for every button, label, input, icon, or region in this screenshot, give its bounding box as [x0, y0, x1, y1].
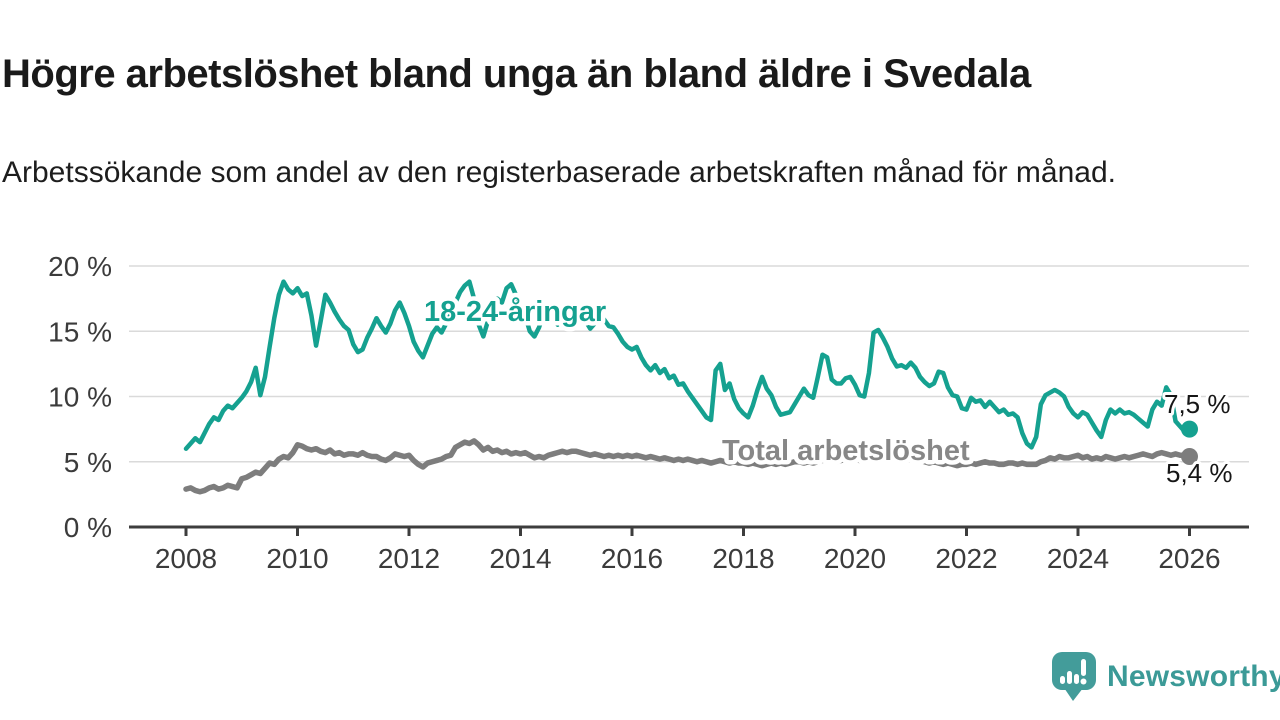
total-end-value-label: 5,4 % — [1166, 458, 1233, 488]
x-tick-label-2022: 2022 — [935, 543, 997, 574]
y-tick-label-15: 15 % — [48, 316, 112, 347]
y-tick-label-20: 20 % — [48, 251, 112, 282]
x-tick-label-2016: 2016 — [601, 543, 663, 574]
total-line — [183, 438, 1193, 495]
x-tick-label-2014: 2014 — [489, 543, 551, 574]
y-tick-label-5: 5 % — [64, 447, 112, 478]
x-tick-label-2010: 2010 — [266, 543, 328, 574]
newsworthy-logo-icon — [1052, 652, 1096, 701]
logo-bar-3 — [1074, 674, 1079, 684]
youth-series-label: 18-24-åringar — [424, 296, 606, 328]
youth-end-value-label: 7,5 % — [1164, 389, 1231, 419]
total-series-label: Total arbetslöshet — [722, 435, 970, 467]
youth-end-dot — [1181, 420, 1198, 438]
x-tick-label-2024: 2024 — [1047, 543, 1109, 574]
x-tick-label-2008: 2008 — [155, 543, 217, 574]
logo-bar-1 — [1060, 676, 1065, 684]
youth-line — [183, 279, 1192, 451]
newsworthy-logo[interactable]: Newsworthy — [1052, 652, 1280, 702]
page-title: Högre arbetslöshet bland unga än bland ä… — [2, 51, 1031, 96]
logo-exclamation-dot — [1080, 678, 1087, 685]
brand-name: Newsworthy — [1107, 660, 1280, 693]
chart-subtitle: Arbetssökande som andel av den registerb… — [2, 156, 1116, 189]
x-tick-label-2018: 2018 — [712, 543, 774, 574]
y-tick-label-0: 0 % — [64, 512, 112, 543]
logo-bar-2 — [1067, 671, 1072, 684]
x-tick-label-2020: 2020 — [824, 543, 886, 574]
y-tick-label-10: 10 % — [48, 382, 112, 413]
total-end-dot — [1181, 448, 1198, 466]
x-tick-label-2026: 2026 — [1158, 543, 1220, 574]
x-tick-label-2012: 2012 — [378, 543, 440, 574]
chart-generated-layer: 0 % 5 % 10 % 15 % 20 % 2008 2010 2012 2014 2016 20… — [48, 251, 1249, 574]
logo-exclamation-bar — [1081, 659, 1086, 676]
